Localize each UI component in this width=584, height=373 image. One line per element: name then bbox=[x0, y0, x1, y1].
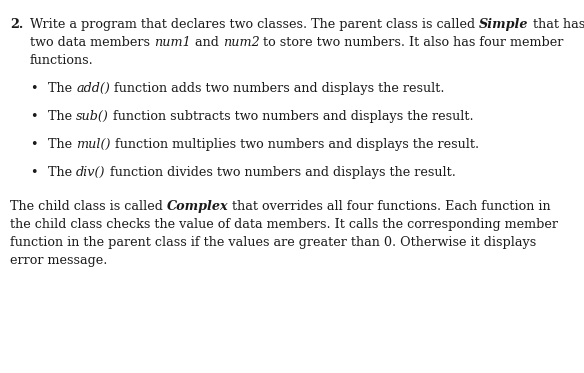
Text: •: • bbox=[30, 82, 37, 95]
Text: The child class is called: The child class is called bbox=[10, 200, 167, 213]
Text: The: The bbox=[48, 82, 76, 95]
Text: The: The bbox=[48, 138, 76, 151]
Text: to store two numbers. It also has four member: to store two numbers. It also has four m… bbox=[259, 36, 564, 49]
Text: two data members: two data members bbox=[30, 36, 154, 49]
Text: and: and bbox=[191, 36, 223, 49]
Text: that has: that has bbox=[529, 18, 584, 31]
Text: function subtracts two numbers and displays the result.: function subtracts two numbers and displ… bbox=[109, 110, 474, 123]
Text: function adds two numbers and displays the result.: function adds two numbers and displays t… bbox=[110, 82, 444, 95]
Text: •: • bbox=[30, 166, 37, 179]
Text: sub(): sub() bbox=[76, 110, 109, 123]
Text: functions.: functions. bbox=[30, 54, 94, 67]
Text: function multiplies two numbers and displays the result.: function multiplies two numbers and disp… bbox=[110, 138, 479, 151]
Text: The: The bbox=[48, 110, 76, 123]
Text: div(): div() bbox=[76, 166, 106, 179]
Text: num1: num1 bbox=[154, 36, 191, 49]
Text: num2: num2 bbox=[223, 36, 259, 49]
Text: Complex: Complex bbox=[167, 200, 228, 213]
Text: add(): add() bbox=[76, 82, 110, 95]
Text: the child class checks the value of data members. It calls the corresponding mem: the child class checks the value of data… bbox=[10, 218, 558, 231]
Text: •: • bbox=[30, 110, 37, 123]
Text: mul(): mul() bbox=[76, 138, 110, 151]
Text: error message.: error message. bbox=[10, 254, 107, 267]
Text: •: • bbox=[30, 138, 37, 151]
Text: function in the parent class if the values are greater than 0. Otherwise it disp: function in the parent class if the valu… bbox=[10, 236, 536, 249]
Text: Write a program that declares two classes. The parent class is called: Write a program that declares two classe… bbox=[30, 18, 479, 31]
Text: Simple: Simple bbox=[479, 18, 529, 31]
Text: The: The bbox=[48, 166, 76, 179]
Text: function divides two numbers and displays the result.: function divides two numbers and display… bbox=[106, 166, 456, 179]
Text: 2.: 2. bbox=[10, 18, 23, 31]
Text: that overrides all four functions. Each function in: that overrides all four functions. Each … bbox=[228, 200, 551, 213]
